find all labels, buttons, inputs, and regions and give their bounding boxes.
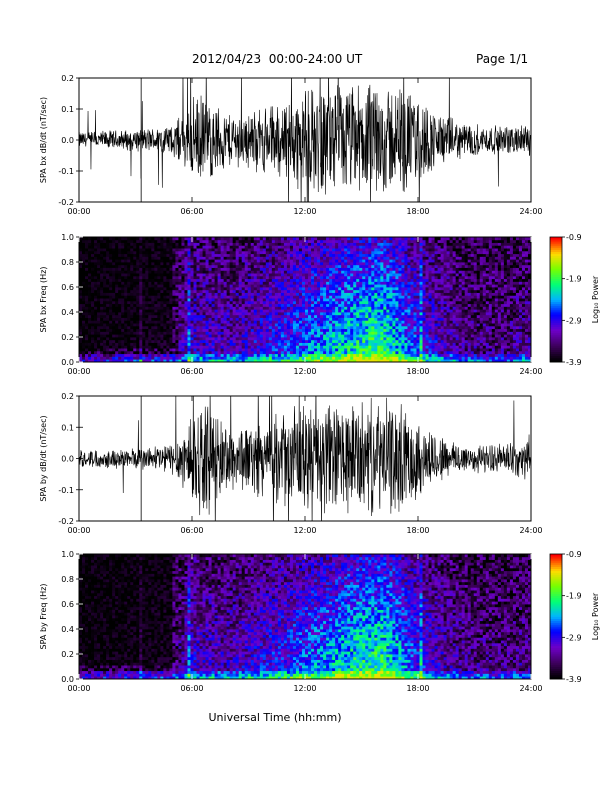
x-tick-label: 18:00 — [406, 684, 429, 693]
colorbar-tick-label: -0.9 — [566, 233, 582, 242]
x-tick-label: 12:00 — [293, 526, 316, 535]
y-tick-label: 1.0 — [61, 233, 74, 242]
y-tick-label: 0.1 — [61, 423, 74, 432]
x-tick-label: 06:00 — [180, 684, 203, 693]
colorbar: -0.9 -1.9 -2.9 -3.9 Log₁₀ Power — [549, 233, 600, 367]
x-tick-label: 06:00 — [180, 526, 203, 535]
chart-panel-3: 00:00 06:00 12:00 18:00 24:00 -0.2 -0.1 0.0 0.1 0… — [39, 392, 543, 535]
x-tick-label: 24:00 — [519, 207, 542, 216]
x-tick-label: 18:00 — [406, 207, 429, 216]
colorbar-label: Log₁₀ Power — [591, 275, 600, 323]
y-tick-label: 0.6 — [61, 283, 74, 292]
y-tick-label: 0.8 — [61, 575, 74, 584]
series-line — [79, 396, 531, 521]
y-tick-label: 0.2 — [61, 650, 74, 659]
x-tick-label: 24:00 — [519, 526, 542, 535]
x-tick-label: 06:00 — [180, 207, 203, 216]
y-tick-label: 0.2 — [61, 392, 74, 401]
y-tick-label: 0.0 — [61, 675, 74, 684]
colorbar-tick-label: -1.9 — [566, 592, 582, 601]
y-tick-label: -0.1 — [58, 486, 74, 495]
y-tick-label: 0.2 — [61, 74, 74, 83]
y-tick-label: 0.0 — [61, 136, 74, 145]
y-axis-label: SPA by Freq (Hz) — [39, 584, 48, 650]
colorbar-tick-label: -3.9 — [566, 358, 582, 367]
x-tick-label: 18:00 — [406, 367, 429, 376]
x-axis-label: Universal Time (hh:mm) — [209, 711, 342, 724]
x-tick-label: 12:00 — [293, 684, 316, 693]
colorbar-tick-label: -0.9 — [566, 550, 582, 559]
x-tick-label: 24:00 — [519, 367, 542, 376]
colorbar-tick-label: -3.9 — [566, 675, 582, 684]
x-tick-label: 24:00 — [519, 684, 542, 693]
colorbar-frame — [549, 236, 563, 363]
x-tick-label: 12:00 — [293, 207, 316, 216]
y-tick-label: -0.2 — [58, 198, 74, 207]
x-tick-label: 00:00 — [67, 207, 90, 216]
page-number: Page 1/1 — [476, 52, 529, 66]
colorbar-label: Log₁₀ Power — [591, 592, 600, 640]
x-tick-label: 00:00 — [67, 526, 90, 535]
x-tick-label: 12:00 — [293, 367, 316, 376]
y-tick-label: -0.1 — [58, 167, 74, 176]
y-axis-label: SPA by dB/dt (nT/sec) — [39, 415, 48, 501]
y-tick-label: 0.4 — [61, 308, 74, 317]
y-tick-label: 0.2 — [61, 333, 74, 342]
y-tick-label: 0.8 — [61, 258, 74, 267]
y-tick-label: -0.2 — [58, 517, 74, 526]
y-tick-label: 0.0 — [61, 455, 74, 464]
colorbar-tick-label: -2.9 — [566, 316, 582, 325]
x-tick-label: 06:00 — [180, 367, 203, 376]
y-tick-label: 0.6 — [61, 600, 74, 609]
y-tick-label: 0.1 — [61, 105, 74, 114]
x-tick-label: 00:00 — [67, 684, 90, 693]
x-tick-label: 00:00 — [67, 367, 90, 376]
colorbar: -0.9 -1.9 -2.9 -3.9 Log₁₀ Power — [549, 550, 600, 684]
heatmap-cells — [79, 554, 532, 680]
y-tick-label: 0.0 — [61, 358, 74, 367]
chart-panel-1: 00:00 06:00 12:00 18:00 24:00 -0.2 -0.1 0.0 0.1 0… — [39, 74, 543, 216]
y-axis-label: SPA bx Freq (Hz) — [39, 267, 48, 333]
colorbar-tick-label: -2.9 — [566, 633, 582, 642]
x-tick-label: 18:00 — [406, 526, 429, 535]
y-tick-label: 0.4 — [61, 625, 74, 634]
y-axis-label: SPA bx dB/dt (nT/sec) — [39, 97, 48, 183]
heatmap-cells — [79, 237, 532, 363]
y-tick-label: 1.0 — [61, 550, 74, 559]
colorbar-tick-label: -1.9 — [566, 275, 582, 284]
series-line — [79, 78, 531, 202]
colorbar-frame — [549, 553, 563, 680]
chart-panel-2: -0.9 -1.9 -2.9 -3.9 Log₁₀ Power 00:00 06:00 12:… — [39, 233, 600, 376]
chart-panel-4: -0.9 -1.9 -2.9 -3.9 Log₁₀ Power 00:00 06:00 12:… — [39, 550, 600, 693]
page-title: 2012/04/23 00:00-24:00 UT — [192, 52, 363, 66]
